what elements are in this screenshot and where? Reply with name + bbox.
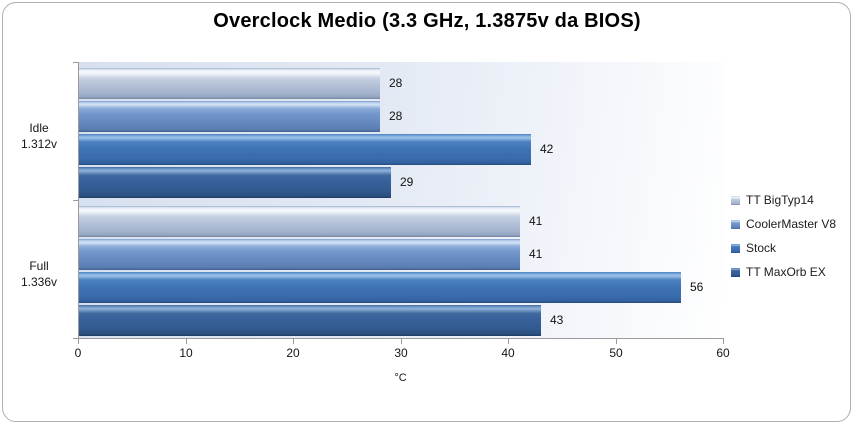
legend-marker-tt-bigtyp14 [731, 195, 740, 205]
y-tick-mark-2 [73, 338, 78, 339]
x-tick-mark-0 [78, 339, 79, 344]
x-tick-label-0: 0 [74, 346, 82, 360]
bar-coolermaster-v8-idle [79, 101, 380, 132]
legend-item-coolermaster-v8: CoolerMaster V8 [731, 212, 836, 236]
y-tick-mark-1 [73, 200, 78, 201]
bar-tt-bigtyp14-full [79, 206, 520, 237]
x-tick-mark-30 [401, 339, 402, 344]
data-label-tt-maxorb-ex-idle: 29 [400, 175, 414, 189]
legend-label-coolermaster-v8: CoolerMaster V8 [746, 217, 837, 231]
legend-marker-coolermaster-v8 [731, 219, 740, 229]
legend-label-stock: Stock [746, 241, 777, 255]
legend: TT BigTyp14 CoolerMaster V8 Stock TT MaxOrb… [731, 188, 836, 284]
bar-tt-bigtyp14-idle [79, 68, 380, 99]
data-label-stock-full: 56 [690, 280, 704, 294]
data-label-coolermaster-v8-idle: 28 [389, 109, 403, 123]
x-tick-mark-10 [186, 339, 187, 344]
x-tick-label-10: 10 [179, 346, 193, 360]
x-tick-label-20: 20 [286, 346, 300, 360]
plot-area: 28 28 42 29 41 41 56 43 [78, 62, 724, 339]
legend-marker-tt-maxorb-ex [731, 267, 740, 277]
legend-item-tt-bigtyp14: TT BigTyp14 [731, 188, 836, 212]
bar-coolermaster-v8-full [79, 239, 520, 270]
legend-item-stock: Stock [731, 236, 836, 260]
bar-stock-full [79, 272, 681, 303]
chart-title: Overclock Medio (3.3 GHz, 1.3875v da BIO… [213, 10, 641, 32]
x-tick-label-50: 50 [609, 346, 623, 360]
bar-tt-maxorb-ex-full [79, 305, 541, 336]
x-tick-label-40: 40 [501, 346, 515, 360]
x-tick-mark-50 [616, 339, 617, 344]
data-label-coolermaster-v8-full: 41 [529, 247, 543, 261]
x-axis-title: °C [394, 372, 407, 384]
x-tick-mark-60 [723, 339, 724, 344]
y-tick-mark-0 [73, 62, 78, 63]
bar-stock-idle [79, 134, 531, 165]
x-tick-label-30: 30 [394, 346, 408, 360]
legend-marker-stock [731, 243, 740, 253]
legend-item-tt-maxorb-ex: TT MaxOrb EX [731, 260, 836, 284]
data-label-tt-bigtyp14-idle: 28 [389, 76, 403, 90]
category-label-idle: Idle 1.312v [20, 121, 58, 151]
x-tick-mark-40 [508, 339, 509, 344]
legend-label-tt-bigtyp14: TT BigTyp14 [746, 193, 814, 207]
legend-label-tt-maxorb-ex: TT MaxOrb EX [746, 265, 826, 279]
data-label-tt-bigtyp14-full: 41 [529, 214, 543, 228]
category-label-full: Full 1.336v [20, 259, 58, 289]
bar-tt-maxorb-ex-idle [79, 167, 391, 198]
data-label-tt-maxorb-ex-full: 43 [550, 313, 564, 327]
x-tick-label-60: 60 [716, 346, 730, 360]
data-label-stock-idle: 42 [540, 142, 554, 156]
x-tick-mark-20 [293, 339, 294, 344]
